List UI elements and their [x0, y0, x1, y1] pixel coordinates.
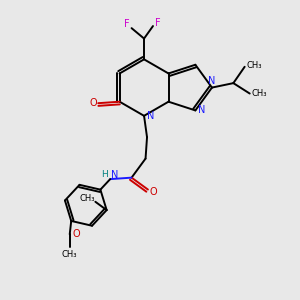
- Text: CH₃: CH₃: [251, 89, 267, 98]
- Text: CH₃: CH₃: [246, 61, 262, 70]
- Text: O: O: [73, 229, 80, 239]
- Text: N: N: [111, 170, 118, 180]
- Text: N: N: [198, 105, 206, 116]
- Text: H: H: [101, 170, 108, 179]
- Text: O: O: [89, 98, 97, 108]
- Text: CH₃: CH₃: [62, 250, 77, 259]
- Text: F: F: [154, 18, 160, 28]
- Text: N: N: [208, 76, 216, 86]
- Text: CH₃: CH₃: [79, 194, 95, 203]
- Text: F: F: [124, 19, 130, 29]
- Text: O: O: [149, 187, 157, 197]
- Text: N: N: [147, 111, 154, 121]
